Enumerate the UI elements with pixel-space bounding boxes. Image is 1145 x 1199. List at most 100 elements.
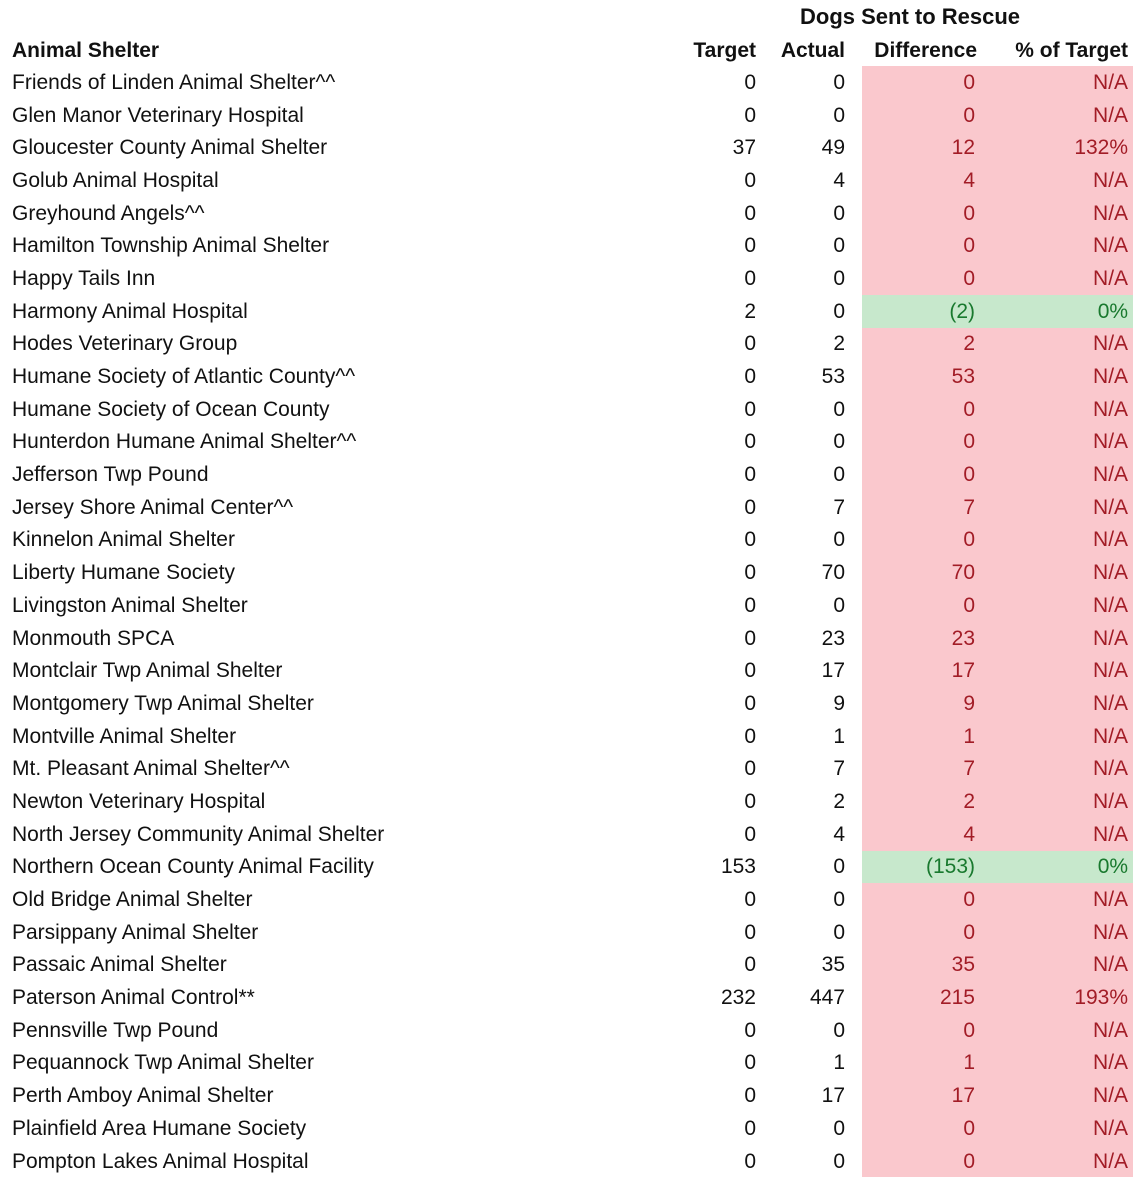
actual-cell[interactable]: 23 xyxy=(821,626,845,650)
target-cell[interactable]: 0 xyxy=(744,70,756,94)
shelter-name-cell[interactable]: North Jersey Community Animal Shelter xyxy=(12,822,385,846)
pct-of-target-cell[interactable]: 132% xyxy=(985,131,1134,165)
pct-of-target-cell[interactable]: N/A xyxy=(985,817,1134,851)
actual-cell[interactable]: 4 xyxy=(833,168,845,192)
difference-cell[interactable]: 0 xyxy=(862,1144,985,1178)
column-header-difference[interactable]: Difference xyxy=(874,38,977,62)
difference-cell[interactable]: 0 xyxy=(862,196,985,230)
shelter-name-cell[interactable]: Hamilton Township Animal Shelter xyxy=(12,234,330,258)
actual-cell[interactable]: 0 xyxy=(833,299,845,323)
pct-of-target-cell[interactable]: N/A xyxy=(985,1079,1134,1112)
pct-of-target-cell[interactable]: N/A xyxy=(985,719,1134,753)
target-cell[interactable]: 0 xyxy=(744,397,756,421)
shelter-name-cell[interactable]: Perth Amboy Animal Shelter xyxy=(12,1084,274,1108)
difference-cell[interactable]: 4 xyxy=(862,164,985,197)
pct-of-target-cell[interactable]: N/A xyxy=(985,262,1134,295)
pct-of-target-cell[interactable]: N/A xyxy=(985,360,1134,393)
actual-cell[interactable]: 0 xyxy=(833,103,845,127)
pct-of-target-cell[interactable]: 193% xyxy=(985,981,1134,1014)
target-cell[interactable]: 0 xyxy=(744,757,756,781)
difference-cell[interactable]: 4 xyxy=(862,817,985,851)
difference-cell[interactable]: 0 xyxy=(862,425,985,459)
target-cell[interactable]: 0 xyxy=(744,528,756,552)
shelter-name-cell[interactable]: Paterson Animal Control** xyxy=(12,986,255,1010)
pct-of-target-cell[interactable]: N/A xyxy=(985,556,1134,589)
target-cell[interactable]: 0 xyxy=(744,1051,756,1075)
actual-cell[interactable]: 1 xyxy=(833,1051,845,1075)
shelter-name-cell[interactable]: Gloucester County Animal Shelter xyxy=(12,136,328,160)
pct-of-target-cell[interactable]: N/A xyxy=(985,883,1134,916)
difference-cell[interactable]: 7 xyxy=(862,752,985,786)
actual-cell[interactable]: 0 xyxy=(833,430,845,454)
pct-of-target-cell[interactable]: N/A xyxy=(985,948,1134,982)
actual-cell[interactable]: 2 xyxy=(833,332,845,356)
difference-cell[interactable]: 2 xyxy=(862,785,985,818)
difference-cell[interactable]: 12 xyxy=(862,131,985,165)
actual-cell[interactable]: 0 xyxy=(833,201,845,225)
difference-cell[interactable]: 17 xyxy=(862,1079,985,1112)
pct-of-target-cell[interactable]: N/A xyxy=(985,915,1134,949)
shelter-name-cell[interactable]: Old Bridge Animal Shelter xyxy=(12,888,253,912)
pct-of-target-cell[interactable]: N/A xyxy=(985,229,1134,263)
difference-cell[interactable]: 35 xyxy=(862,948,985,982)
target-cell[interactable]: 0 xyxy=(744,1084,756,1108)
target-cell[interactable]: 0 xyxy=(744,103,756,127)
shelter-name-cell[interactable]: Jefferson Twp Pound xyxy=(12,463,209,487)
actual-cell[interactable]: 0 xyxy=(833,855,845,879)
actual-cell[interactable]: 7 xyxy=(833,757,845,781)
pct-of-target-cell[interactable]: N/A xyxy=(985,621,1134,655)
actual-cell[interactable]: 4 xyxy=(833,822,845,846)
actual-cell[interactable]: 0 xyxy=(833,70,845,94)
shelter-name-cell[interactable]: Pequannock Twp Animal Shelter xyxy=(12,1051,314,1075)
shelter-name-cell[interactable]: Liberty Humane Society xyxy=(12,561,235,585)
difference-cell[interactable]: (2) xyxy=(862,294,985,328)
actual-cell[interactable]: 0 xyxy=(833,1116,845,1140)
actual-cell[interactable]: 1 xyxy=(833,724,845,748)
target-cell[interactable]: 0 xyxy=(744,920,756,944)
column-header-animal-shelter[interactable]: Animal Shelter xyxy=(12,38,160,62)
pct-of-target-cell[interactable]: N/A xyxy=(985,654,1134,688)
shelter-name-cell[interactable]: Northern Ocean County Animal Facility xyxy=(12,855,374,879)
difference-cell[interactable]: 0 xyxy=(862,1112,985,1145)
difference-cell[interactable]: 0 xyxy=(862,1013,985,1047)
pct-of-target-cell[interactable]: N/A xyxy=(985,589,1134,622)
target-cell[interactable]: 0 xyxy=(744,1116,756,1140)
difference-cell[interactable]: 2 xyxy=(862,327,985,361)
actual-cell[interactable]: 0 xyxy=(833,593,845,617)
shelter-name-cell[interactable]: Hodes Veterinary Group xyxy=(12,332,238,356)
target-cell[interactable]: 0 xyxy=(744,365,756,389)
difference-cell[interactable]: 0 xyxy=(862,589,985,622)
column-header-target[interactable]: Target xyxy=(693,38,756,62)
difference-cell[interactable]: 0 xyxy=(862,523,985,557)
difference-cell[interactable]: 9 xyxy=(862,687,985,720)
actual-cell[interactable]: 2 xyxy=(833,789,845,813)
pct-of-target-cell[interactable]: N/A xyxy=(985,523,1134,557)
pct-of-target-cell[interactable]: N/A xyxy=(985,1112,1134,1145)
pct-of-target-cell[interactable]: N/A xyxy=(985,458,1134,491)
shelter-name-cell[interactable]: Hunterdon Humane Animal Shelter^^ xyxy=(12,430,357,454)
difference-cell[interactable]: 70 xyxy=(862,556,985,589)
shelter-name-cell[interactable]: Pompton Lakes Animal Hospital xyxy=(12,1149,309,1173)
difference-cell[interactable]: 0 xyxy=(862,262,985,295)
pct-of-target-cell[interactable]: N/A xyxy=(985,785,1134,818)
target-cell[interactable]: 0 xyxy=(744,1018,756,1042)
shelter-name-cell[interactable]: Jersey Shore Animal Center^^ xyxy=(12,495,294,519)
shelter-name-cell[interactable]: Glen Manor Veterinary Hospital xyxy=(12,103,304,127)
shelter-name-cell[interactable]: Golub Animal Hospital xyxy=(12,168,219,192)
difference-cell[interactable]: 0 xyxy=(862,458,985,491)
shelter-name-cell[interactable]: Greyhound Angels^^ xyxy=(12,201,205,225)
actual-cell[interactable]: 0 xyxy=(833,234,845,258)
column-header-actual[interactable]: Actual xyxy=(780,38,845,62)
actual-cell[interactable]: 53 xyxy=(821,365,845,389)
shelter-name-cell[interactable]: Humane Society of Ocean County xyxy=(12,397,330,421)
target-cell[interactable]: 0 xyxy=(744,691,756,715)
difference-cell[interactable]: 0 xyxy=(862,229,985,263)
pct-of-target-cell[interactable]: N/A xyxy=(985,752,1134,786)
target-cell[interactable]: 0 xyxy=(744,168,756,192)
pct-of-target-cell[interactable]: 0% xyxy=(985,294,1134,328)
pct-of-target-cell[interactable]: N/A xyxy=(985,1144,1134,1178)
difference-cell[interactable]: 7 xyxy=(862,490,985,524)
target-cell[interactable]: 0 xyxy=(744,789,756,813)
difference-cell[interactable]: 23 xyxy=(862,621,985,655)
actual-cell[interactable]: 7 xyxy=(833,495,845,519)
